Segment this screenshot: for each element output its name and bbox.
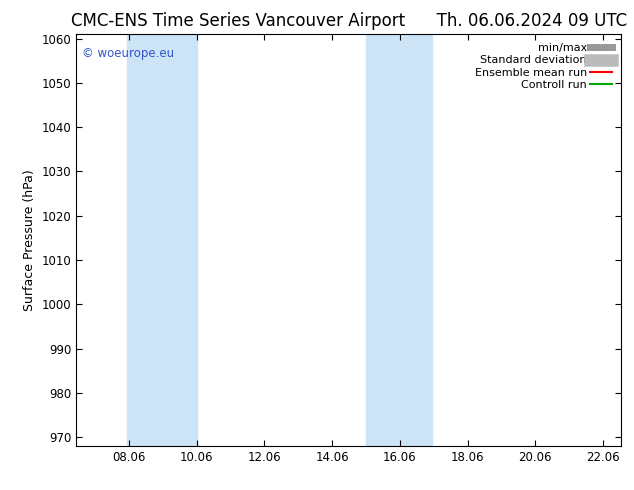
Bar — [366, 34, 432, 446]
Bar — [127, 34, 197, 446]
Y-axis label: Surface Pressure (hPa): Surface Pressure (hPa) — [23, 169, 36, 311]
Legend: min/max, Standard deviation, Ensemble mean run, Controll run: min/max, Standard deviation, Ensemble me… — [471, 40, 616, 93]
Text: CMC-ENS Time Series Vancouver Airport      Th. 06.06.2024 09 UTC: CMC-ENS Time Series Vancouver Airport Th… — [70, 12, 627, 30]
Text: © woeurope.eu: © woeurope.eu — [82, 47, 174, 60]
